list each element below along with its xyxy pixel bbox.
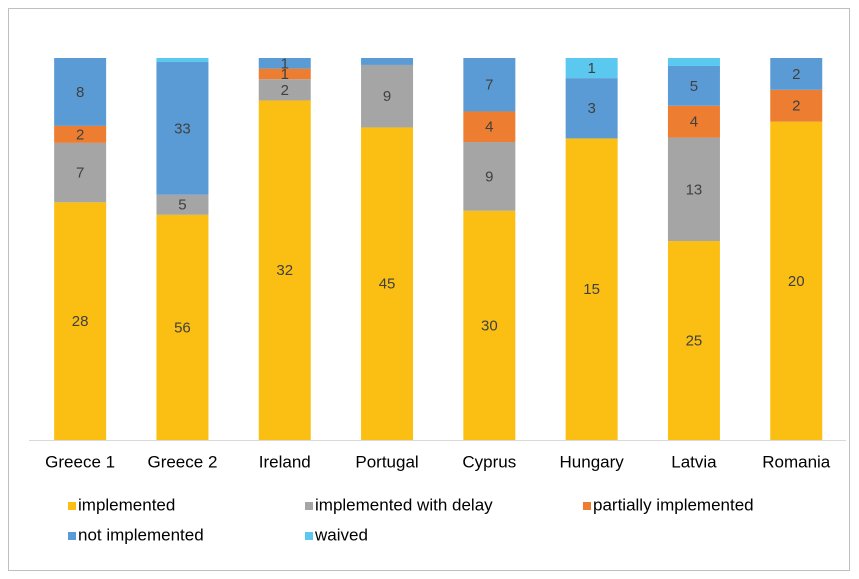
bar-segment <box>258 100 311 440</box>
bar-segment <box>770 121 823 441</box>
segment-label: 5 <box>178 197 186 214</box>
bar-segment <box>54 202 107 440</box>
bar-segment <box>54 125 107 143</box>
x-tick-label: Romania <box>762 452 831 471</box>
segment-label: 28 <box>72 313 89 330</box>
bar-segment <box>565 138 618 440</box>
bar-segment <box>54 142 107 203</box>
x-tick-label: Ireland <box>259 452 311 471</box>
segment-label: 45 <box>379 276 396 293</box>
segment-label: 30 <box>481 317 498 334</box>
segment-label: 7 <box>485 77 493 94</box>
bar-segment <box>463 142 516 211</box>
segment-label: 4 <box>690 114 698 131</box>
bar-segment <box>770 58 823 90</box>
segment-label: 2 <box>281 82 289 99</box>
segment-label: 7 <box>76 165 84 182</box>
segment-label: 15 <box>583 281 600 298</box>
segment-label: 9 <box>383 88 391 105</box>
x-tick-label: Greece 1 <box>45 452 115 471</box>
x-tick-label: Cyprus <box>462 452 516 471</box>
x-tick-label: Latvia <box>671 452 717 471</box>
legend-label: partially implemented <box>593 495 754 514</box>
segment-label: 3 <box>587 100 595 117</box>
bar-segment <box>463 111 516 143</box>
segment-label: 5 <box>690 78 698 95</box>
legend-swatch <box>68 502 76 510</box>
segment-label: 2 <box>792 98 800 115</box>
x-tick-label: Hungary <box>560 452 625 471</box>
bar-segment <box>54 58 107 126</box>
segment-label: 33 <box>174 120 191 137</box>
bar-segment <box>667 65 720 106</box>
segment-label: 1 <box>587 60 595 77</box>
bar-segment <box>463 210 516 440</box>
legend-swatch <box>305 502 313 510</box>
bar-segment <box>156 62 209 195</box>
legend-swatch <box>305 532 313 540</box>
segment-label: 8 <box>76 84 84 101</box>
bar-segment <box>258 58 311 69</box>
bar-segment <box>565 58 618 79</box>
bar-segment <box>156 194 209 215</box>
legend-label: not implemented <box>78 525 204 544</box>
bar-segment <box>770 89 823 122</box>
bar-segment <box>667 58 720 66</box>
segment-label: 2 <box>76 126 84 143</box>
segment-label: 2 <box>792 66 800 83</box>
bar-segment <box>156 58 209 63</box>
segment-label: 4 <box>485 119 493 136</box>
chart-frame <box>8 8 850 571</box>
bar-segment <box>156 214 209 440</box>
legend-swatch <box>583 502 591 510</box>
bar-segment <box>258 68 311 80</box>
segment-label: 20 <box>788 273 805 290</box>
x-tick-label: Greece 2 <box>147 452 217 471</box>
segment-label: 1 <box>281 55 289 72</box>
legend-label: implemented with delay <box>315 495 493 514</box>
bar-segment <box>361 127 414 441</box>
legend-label: waived <box>314 525 368 544</box>
legend-label: implemented <box>78 495 175 514</box>
bar-segment <box>565 78 618 139</box>
x-tick-label: Portugal <box>355 452 418 471</box>
segment-label: 25 <box>686 332 703 349</box>
segment-label: 32 <box>276 262 293 279</box>
segment-label: 56 <box>174 319 191 336</box>
bar-segment <box>667 137 720 242</box>
segment-label: 13 <box>686 181 703 198</box>
bar-segment <box>463 58 516 112</box>
bar-segment <box>667 105 720 138</box>
bar-segment <box>258 79 311 101</box>
bar-segment <box>361 58 414 65</box>
bar-segment <box>667 241 720 440</box>
bar-segment <box>361 64 414 128</box>
segment-label: 1 <box>281 66 289 83</box>
segment-label: 9 <box>485 168 493 185</box>
legend-swatch <box>68 532 76 540</box>
